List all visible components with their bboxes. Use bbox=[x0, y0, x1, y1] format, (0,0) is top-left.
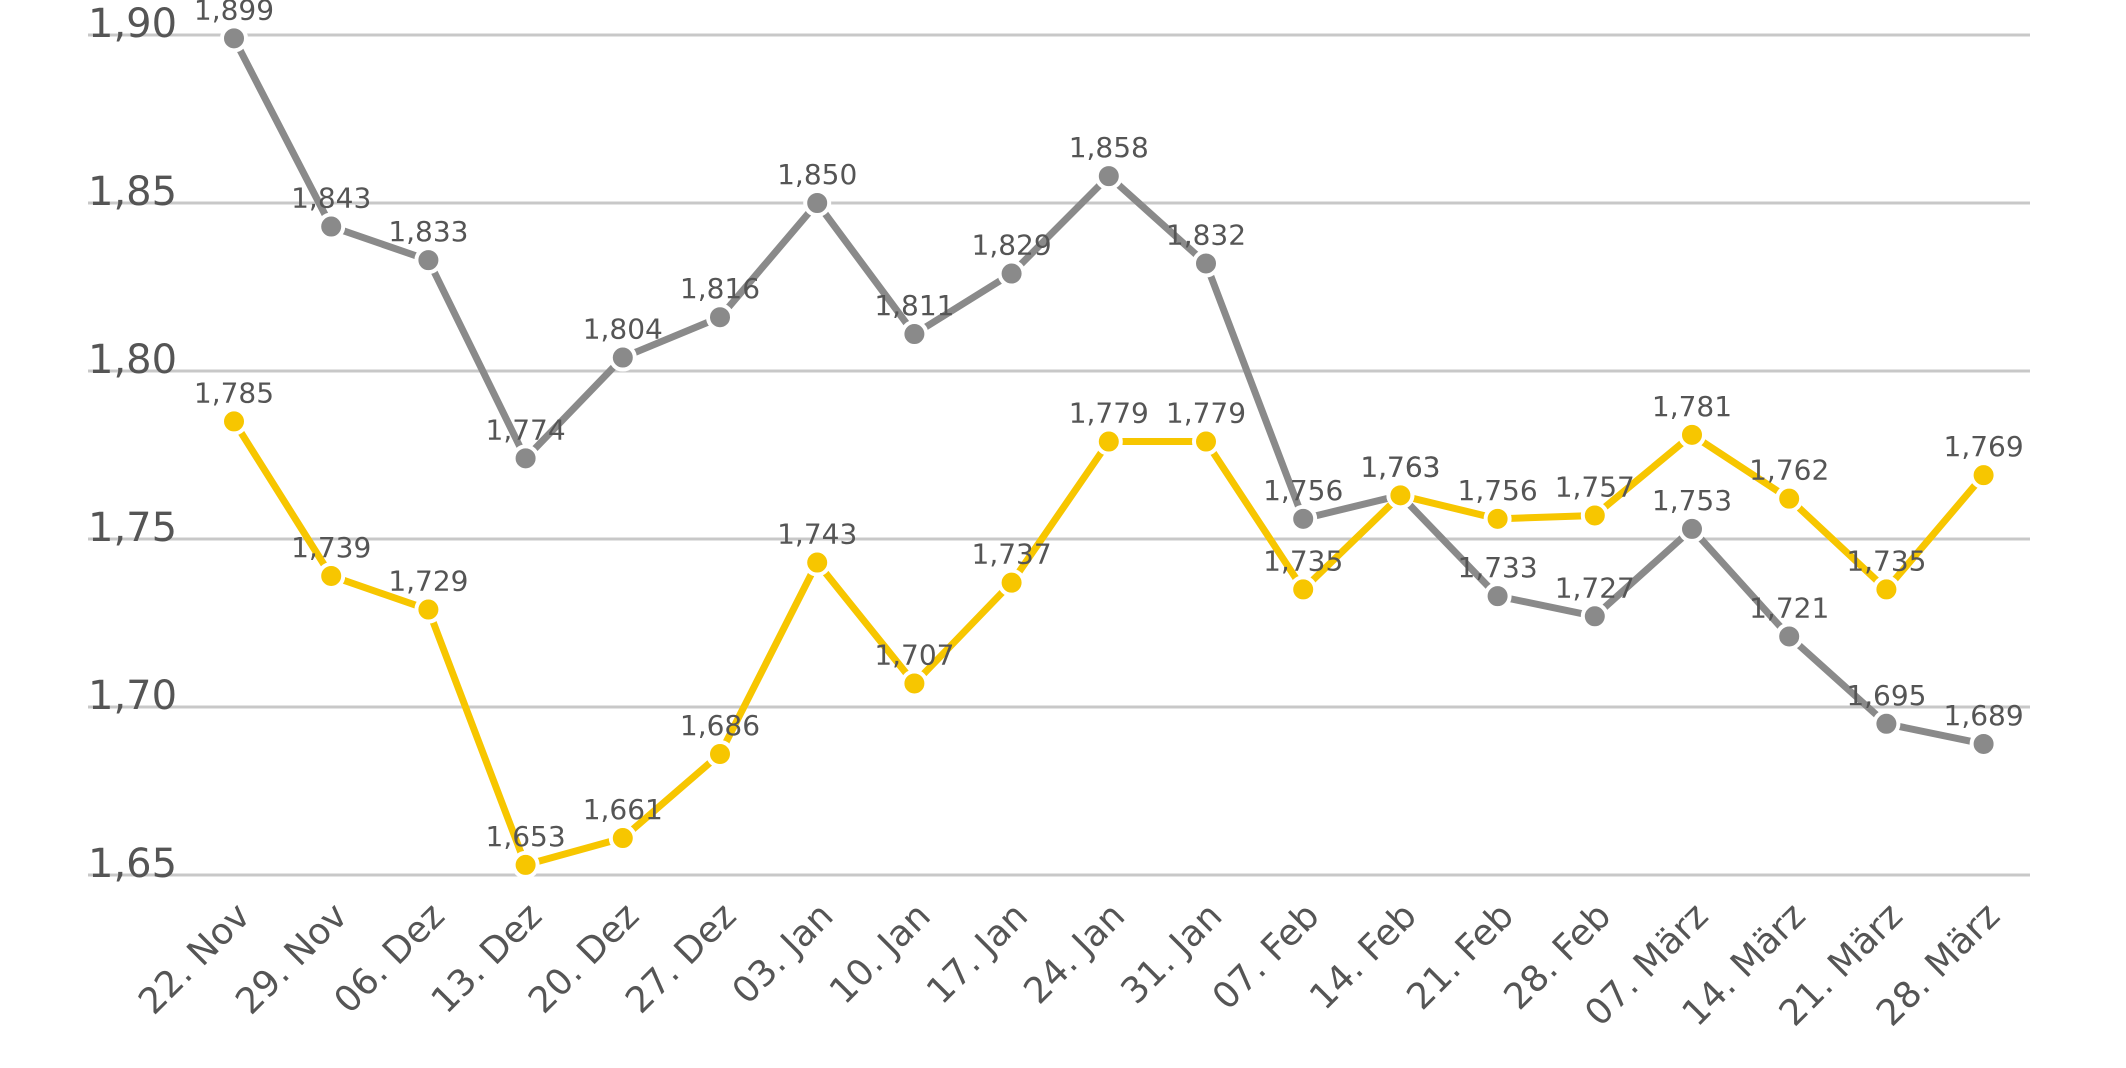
data-point-yellow bbox=[803, 548, 832, 577]
data-label-gray: 1,733 bbox=[1458, 551, 1538, 584]
data-point-gray bbox=[997, 259, 1026, 288]
x-tick-label: 03. Jan bbox=[725, 895, 842, 1012]
data-point-gray bbox=[1094, 162, 1123, 191]
data-label-yellow: 1,757 bbox=[1555, 470, 1635, 503]
data-label-gray: 1,721 bbox=[1749, 591, 1829, 624]
data-point-yellow bbox=[1386, 481, 1415, 510]
data-point-gray bbox=[608, 343, 637, 372]
data-point-gray bbox=[706, 303, 734, 332]
data-point-yellow bbox=[1969, 461, 1998, 490]
data-label-gray: 1,695 bbox=[1846, 679, 1926, 712]
data-label-yellow: 1,661 bbox=[583, 793, 663, 826]
data-label-gray: 1,811 bbox=[874, 289, 954, 322]
data-point-yellow bbox=[997, 568, 1026, 597]
x-tick-label: 17. Jan bbox=[919, 895, 1036, 1012]
data-label-gray: 1,832 bbox=[1166, 218, 1246, 251]
data-label-yellow: 1,737 bbox=[972, 538, 1052, 571]
y-tick-label: 1,90 bbox=[88, 1, 177, 47]
data-label-yellow: 1,686 bbox=[680, 709, 760, 742]
data-point-yellow bbox=[608, 824, 637, 853]
x-tick-label: 10. Jan bbox=[822, 895, 939, 1012]
x-tick-label: 07. Feb bbox=[1205, 895, 1328, 1018]
data-point-gray bbox=[1872, 709, 1901, 738]
data-label-gray: 1,833 bbox=[388, 215, 468, 248]
data-label-yellow: 1,781 bbox=[1652, 390, 1732, 423]
data-point-gray bbox=[511, 444, 540, 473]
data-label-gray: 1,829 bbox=[972, 229, 1052, 262]
data-point-yellow bbox=[414, 595, 443, 624]
data-point-gray bbox=[803, 189, 832, 217]
data-label-gray: 1,850 bbox=[777, 158, 857, 191]
data-label-gray: 1,756 bbox=[1263, 474, 1343, 507]
data-label-gray: 1,763 bbox=[1360, 450, 1440, 483]
data-label-gray: 1,727 bbox=[1555, 571, 1635, 604]
data-point-gray bbox=[317, 212, 346, 241]
data-label-yellow: 1,735 bbox=[1846, 544, 1926, 577]
data-label-gray: 1,858 bbox=[1069, 131, 1149, 164]
data-point-gray bbox=[1289, 504, 1318, 533]
data-label-yellow: 1,769 bbox=[1944, 430, 2024, 463]
data-label-yellow: 1,779 bbox=[1166, 397, 1246, 430]
data-label-gray: 1,843 bbox=[291, 182, 371, 215]
data-point-gray bbox=[1192, 249, 1220, 278]
data-label-yellow: 1,729 bbox=[388, 565, 468, 598]
data-point-yellow bbox=[1094, 427, 1123, 456]
data-point-gray bbox=[1678, 514, 1706, 543]
data-label-yellow: 1,785 bbox=[194, 376, 274, 409]
data-point-gray bbox=[1775, 622, 1804, 651]
data-point-yellow bbox=[1289, 575, 1318, 604]
data-label-gray: 1,816 bbox=[680, 272, 760, 305]
y-tick-label: 1,75 bbox=[88, 505, 177, 551]
data-point-yellow bbox=[1483, 504, 1512, 533]
y-tick-label: 1,80 bbox=[88, 337, 177, 383]
data-point-gray bbox=[1969, 729, 1998, 758]
data-label-gray: 1,804 bbox=[583, 313, 663, 346]
data-point-gray bbox=[900, 320, 929, 349]
y-tick-label: 1,65 bbox=[88, 841, 177, 887]
data-point-yellow bbox=[317, 561, 346, 590]
data-label-yellow: 1,653 bbox=[486, 820, 566, 853]
data-point-gray bbox=[220, 24, 248, 53]
data-point-yellow bbox=[1192, 427, 1220, 456]
data-point-yellow bbox=[1678, 420, 1706, 449]
x-tick-label: 24. Jan bbox=[1016, 895, 1133, 1012]
data-point-yellow bbox=[1872, 575, 1901, 604]
x-tick-label: 14. Feb bbox=[1302, 895, 1425, 1018]
data-label-yellow: 1,779 bbox=[1069, 397, 1149, 430]
data-point-gray bbox=[1580, 602, 1609, 631]
data-label-gray: 1,689 bbox=[1944, 699, 2024, 732]
data-point-yellow bbox=[220, 407, 248, 436]
data-label-yellow: 1,707 bbox=[874, 638, 954, 671]
data-label-yellow: 1,763 bbox=[1360, 450, 1440, 483]
data-point-yellow bbox=[1580, 501, 1609, 530]
data-point-gray bbox=[1483, 582, 1512, 611]
data-label-yellow: 1,756 bbox=[1458, 474, 1538, 507]
data-point-yellow bbox=[511, 850, 540, 879]
data-point-yellow bbox=[1775, 484, 1804, 513]
data-label-gray: 1,753 bbox=[1652, 484, 1732, 517]
data-label-yellow: 1,743 bbox=[777, 518, 857, 551]
data-point-gray bbox=[414, 246, 443, 275]
data-label-yellow: 1,739 bbox=[291, 531, 371, 564]
data-label-gray: 1,774 bbox=[486, 413, 566, 446]
data-point-yellow bbox=[900, 669, 929, 698]
y-tick-label: 1,85 bbox=[88, 169, 177, 215]
y-tick-label: 1,70 bbox=[88, 673, 177, 719]
data-label-gray: 1,899 bbox=[194, 0, 274, 26]
x-tick-label: 21. Feb bbox=[1399, 895, 1522, 1018]
data-label-yellow: 1,735 bbox=[1263, 544, 1343, 577]
data-point-yellow bbox=[706, 740, 734, 769]
data-label-yellow: 1,762 bbox=[1749, 454, 1829, 487]
